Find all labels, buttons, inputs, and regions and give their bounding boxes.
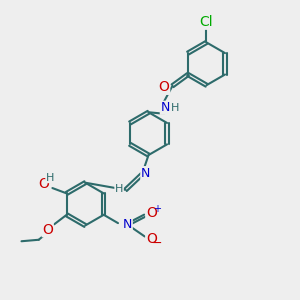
Text: H: H [170, 103, 179, 113]
Text: O: O [42, 223, 53, 237]
Text: Cl: Cl [200, 15, 213, 29]
Text: −: − [152, 237, 162, 250]
Text: O: O [39, 177, 50, 190]
Text: N: N [123, 218, 132, 231]
Text: O: O [159, 80, 170, 94]
Text: +: + [153, 204, 160, 214]
Text: H: H [46, 172, 54, 183]
Text: O: O [146, 206, 157, 220]
Text: H: H [115, 184, 123, 194]
Text: N: N [141, 167, 150, 180]
Text: N: N [160, 101, 170, 114]
Text: O: O [146, 232, 157, 246]
